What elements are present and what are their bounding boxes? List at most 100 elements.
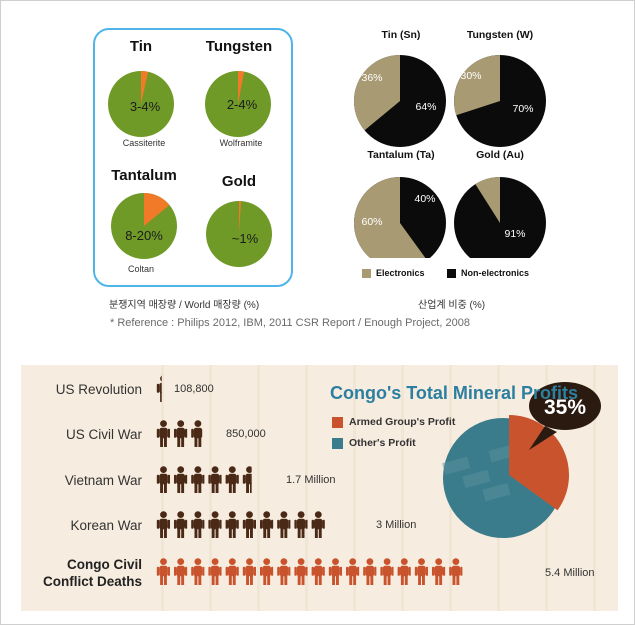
person-icon [156, 511, 170, 538]
pie-title-tin-sn: Tin (Sn) [381, 29, 421, 41]
pie-electronics-0 [354, 55, 400, 131]
background-streak [353, 365, 356, 611]
person-icon [242, 558, 256, 585]
pie-title-tin: Tin [129, 38, 153, 55]
person-icon [294, 558, 308, 585]
person-icon [311, 558, 325, 585]
person-icon [174, 558, 188, 585]
person-icon [156, 558, 170, 585]
war-value-korean-war: 3 Million [376, 519, 417, 531]
person-icon [225, 511, 239, 538]
person-icon [277, 511, 291, 538]
war-label-congo-line1: Congo Civil [67, 557, 142, 572]
legend-swatch-others [332, 438, 343, 449]
war-value-us-revolution: 108,800 [174, 383, 214, 395]
person-icon [449, 558, 463, 585]
person-icon [191, 511, 205, 538]
pie-title-tungsten-w: Tungsten (W) [466, 29, 534, 41]
profit-texture [442, 456, 471, 475]
reference-note: * Reference : Philips 2012, IBM, 2011 CS… [110, 317, 470, 329]
legend-label-armed-group: Armed Group's Profit [349, 416, 456, 428]
background-streak [257, 365, 260, 611]
person-icon [363, 558, 377, 585]
industry-share-pies [353, 55, 546, 258]
person-icon [328, 558, 342, 585]
legend-swatch-electronics [362, 269, 371, 278]
pie-title-tantalum-ta: Tantalum (Ta) [367, 149, 435, 161]
person-icon [208, 558, 222, 585]
legend-swatch-non-electronics [447, 269, 456, 278]
pie-electronics-3 [475, 176, 500, 223]
person-icon [174, 511, 188, 538]
profit-texture [462, 469, 491, 489]
pie-value-tungsten: 2-4% [226, 97, 258, 112]
pct-tin-electronics: 36% [361, 72, 383, 84]
pie-title-tungsten: Tungsten [205, 38, 273, 55]
pie-value-gold: ~1% [231, 231, 259, 246]
callout-tail [529, 426, 557, 450]
person-icon [225, 466, 239, 493]
person-icon [277, 558, 291, 585]
legend-swatch-armed-group [332, 417, 343, 428]
person-icon [156, 466, 170, 493]
person-icon-partial [242, 466, 252, 493]
war-value-congo: 5.4 Million [545, 567, 595, 579]
pct-tungsten-electronics: 30% [460, 70, 482, 82]
pct-gold-electronics: 9% [479, 168, 495, 180]
industry-share-caption: 산업계 비중 (%) [418, 300, 486, 311]
person-icon [174, 420, 188, 447]
person-icon [191, 466, 205, 493]
war-label-us-civil-war: US Civil War [66, 427, 142, 442]
pct-tungsten-non-electronics: 70% [512, 103, 534, 115]
person-icon [432, 558, 446, 585]
war-label-vietnam-war: Vietnam War [64, 473, 142, 488]
pie-conflict-slice-2 [144, 193, 170, 226]
person-icon [397, 558, 411, 585]
profit-texture [482, 483, 511, 502]
person-icon [156, 420, 170, 447]
person-icon [260, 511, 274, 538]
pct-tantalum-non-electronics: 40% [414, 193, 436, 205]
profit-slice-armed-group [509, 415, 570, 511]
ore-name-tantalum: Coltan [127, 264, 154, 274]
conflict-share-caption: 분쟁지역 매장량 / World 매장량 (%) [109, 300, 260, 311]
pie-title-gold: Gold [221, 173, 257, 190]
war-label-us-revolution: US Revolution [55, 382, 142, 397]
person-icon [208, 511, 222, 538]
congo-profits-title: Congo's Total Mineral Profits [330, 383, 578, 403]
background-streak [593, 365, 596, 611]
person-icon [242, 511, 256, 538]
legend-label-non-electronics: Non-electronics [461, 268, 530, 278]
person-icon [346, 558, 360, 585]
war-label-congo: Congo Civil Conflict Deaths [12, 556, 142, 590]
pie-value-tin: 3-4% [129, 99, 161, 114]
pie-electronics-1 [454, 55, 500, 116]
legend-label-electronics: Electronics [376, 268, 425, 278]
person-icon [380, 558, 394, 585]
background-streak [305, 365, 308, 611]
person-icon [208, 466, 222, 493]
congo-infographic-graphics: 35% [156, 365, 601, 611]
pie-conflict-slice-0 [141, 70, 149, 104]
person-icon [191, 558, 205, 585]
conflict-share-pies [108, 70, 272, 267]
pie-value-tantalum: 8-20% [125, 228, 163, 243]
pie-electronics-2 [353, 177, 426, 258]
legend-label-others: Other's Profit [349, 437, 416, 449]
person-icon-partial [191, 420, 203, 447]
ore-name-tungsten: Wolframite [219, 138, 263, 148]
person-icon [260, 558, 274, 585]
person-icon [225, 558, 239, 585]
person-icon [414, 558, 428, 585]
callout-value: 35% [544, 396, 586, 419]
war-label-congo-line2: Conflict Deaths [42, 574, 142, 589]
person-icon [174, 466, 188, 493]
pie-conflict-slice-1 [238, 70, 245, 104]
pct-gold-non-electronics: 91% [504, 228, 526, 240]
person-icon [311, 511, 325, 538]
background-streak [401, 365, 404, 611]
pie-conflict-slice-3 [239, 201, 242, 234]
war-value-us-civil-war: 850,000 [226, 428, 266, 440]
war-value-vietnam-war: 1.7 Million [286, 474, 336, 486]
pie-title-gold-au: Gold (Au) [476, 149, 524, 161]
